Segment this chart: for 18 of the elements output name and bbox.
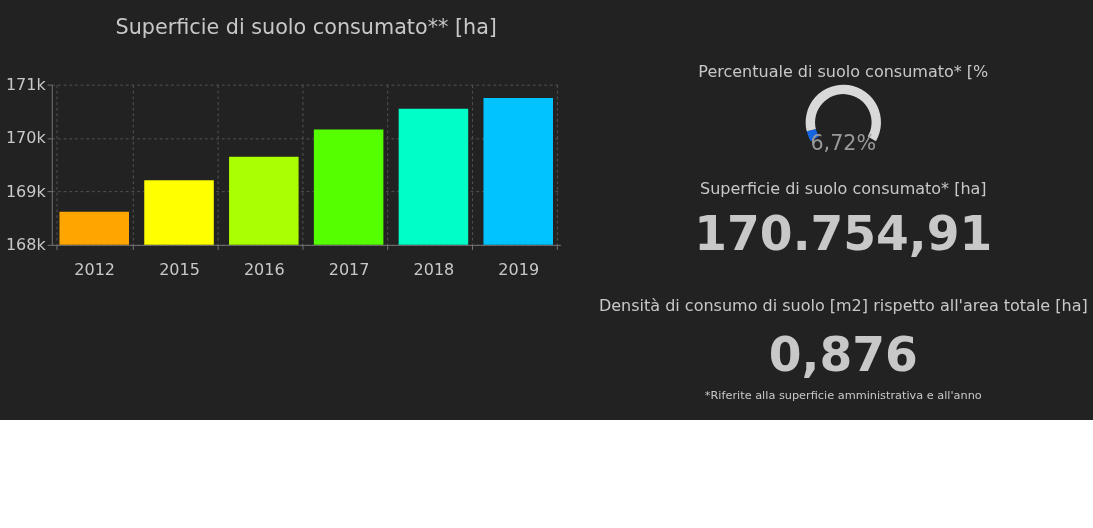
text: Superficie di suolo consumato* [ha] xyxy=(700,178,987,198)
y-tick-label: 168k xyxy=(5,235,47,255)
x-tick-label: 2019 xyxy=(498,260,540,280)
text: Densità di consumo di suolo [m2] rispetto all'area totale [ha] xyxy=(598,295,1088,315)
x-tick-label: 2016 xyxy=(243,260,285,280)
text: 0,876 xyxy=(768,326,918,382)
text: 170.754,91 xyxy=(694,205,993,261)
text: 6,72% xyxy=(810,130,877,155)
x-tick-label: 2015 xyxy=(159,260,200,280)
chart-title: Percentuale di suolo consumato* [% xyxy=(698,62,989,82)
chart-title: Superficie di suolo consumato** [ha] xyxy=(115,14,497,39)
text: *Riferite alla superficie amministrativa e all'anno xyxy=(704,389,982,403)
y-tick-label: 171k xyxy=(5,74,47,94)
x-tick-label: 2017 xyxy=(328,260,370,280)
y-tick-label: 170k xyxy=(5,128,47,148)
y-tick-label: 169k xyxy=(5,181,47,201)
x-tick-label: 2018 xyxy=(413,260,455,280)
x-tick-label: 2012 xyxy=(74,260,116,280)
